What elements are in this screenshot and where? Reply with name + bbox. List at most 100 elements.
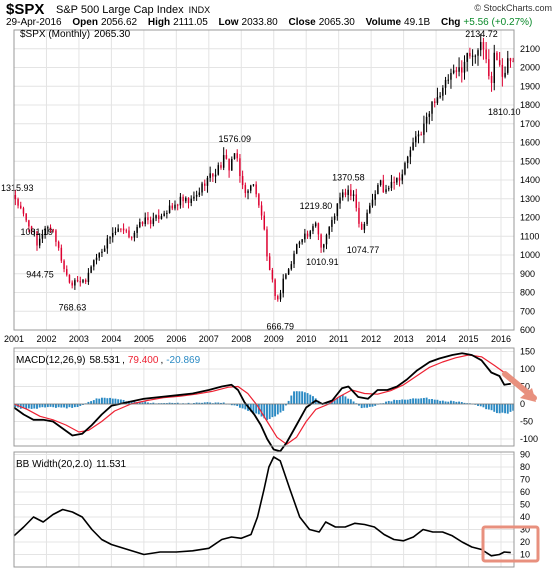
histogram-bar [312,396,314,404]
histogram-bar [406,399,409,404]
candle-body [239,158,241,177]
candle-body [60,247,63,261]
bbw-y-tick: 50 [520,500,530,510]
candle-body [358,207,360,224]
candle-body [485,49,487,60]
candle-body [309,231,312,237]
candle-body [260,205,263,216]
candle-body [406,156,409,164]
histogram-bar [382,403,385,404]
chg-label: Chg [440,17,461,28]
histogram-bar [390,401,393,404]
histogram-bar [344,396,347,404]
histogram-bar [171,402,174,404]
candle-body [158,215,160,220]
candle-body [198,192,201,195]
candle-body [87,272,90,282]
candle-body [163,213,165,217]
histogram-bar [90,401,93,404]
macd-legend-signal: 79.400 [128,355,159,366]
candle-body [258,194,260,206]
candle-body [425,116,428,124]
histogram-bar [333,398,336,404]
bb-width-line [13,456,511,557]
histogram-bar [436,399,439,404]
histogram-bar [100,397,103,404]
candle-body [498,60,501,65]
bbw-y-tick: 30 [520,525,530,535]
histogram-bar [393,399,396,404]
candle-body [374,194,376,200]
candle-body [141,222,144,224]
histogram-bar [144,401,147,404]
histogram-bar [360,404,363,409]
frame-bbw [13,451,515,568]
histogram-bar [487,404,490,410]
histogram-bar [306,393,309,404]
candle-body [79,281,82,283]
histogram-bar [160,403,163,404]
candle-body [333,216,336,220]
candle-body [149,220,152,224]
macd-legend-macd: 58.531 [89,355,120,366]
histogram-bar [441,400,444,404]
candle-body [355,194,358,208]
histogram-bar [38,404,41,408]
candle-body [412,142,414,151]
candle-body [112,232,114,238]
candle-body [139,222,141,228]
histogram-bar [255,404,258,414]
candle-body [420,134,422,136]
histogram-bar [241,404,244,409]
histogram-bar [152,402,155,404]
candle-body [22,208,25,214]
histogram-bar [444,401,447,404]
histogram-bar [282,404,285,411]
candle-body [285,274,287,279]
candle-body [49,227,52,230]
histogram-bar [176,402,179,404]
candle-body [501,64,504,77]
histogram-bar [214,402,217,404]
candle-body [133,232,136,238]
candle-body [268,256,271,271]
bbw-y-tick: 90 [520,450,530,460]
histogram-bar [466,403,469,404]
histogram-bar [33,404,36,409]
candle-body [212,173,214,177]
histogram-bar [447,401,450,404]
candle-body [168,205,171,213]
candle-body [496,52,498,61]
histogram-bar [22,404,25,409]
price-annotation: 666.79 [266,321,294,331]
volume-label: Volume [365,17,402,28]
candle-body [379,180,382,186]
x-tick-2009: 2009 [264,334,284,344]
candle-body [417,134,420,137]
signal-line [13,354,512,445]
candle-body [117,228,119,232]
histogram-bar [49,404,52,407]
candle-body [279,293,282,300]
x-tick-2003: 2003 [69,334,89,344]
bbw-legend: BB Width(20,2.0) 11.531 [16,459,126,470]
price-y-tick: 1300 [520,194,540,204]
histogram-bar [301,391,304,404]
histogram-bar [303,392,306,404]
histogram-bar [482,404,485,408]
histogram-bar [146,402,149,404]
histogram-bar [187,402,190,404]
price-y-tick: 1500 [520,156,540,166]
candle-body [482,42,485,50]
histogram-bar [452,401,455,404]
bbw-y-tick: 40 [520,512,530,522]
candle-body [38,238,41,246]
candle-body [493,52,495,84]
candle-body [442,87,444,96]
candle-body [30,226,33,232]
candle-body [282,278,284,294]
histogram-bar [425,397,428,404]
histogram-bar [295,391,298,404]
candle-body [331,219,333,227]
candle-body [255,184,257,195]
